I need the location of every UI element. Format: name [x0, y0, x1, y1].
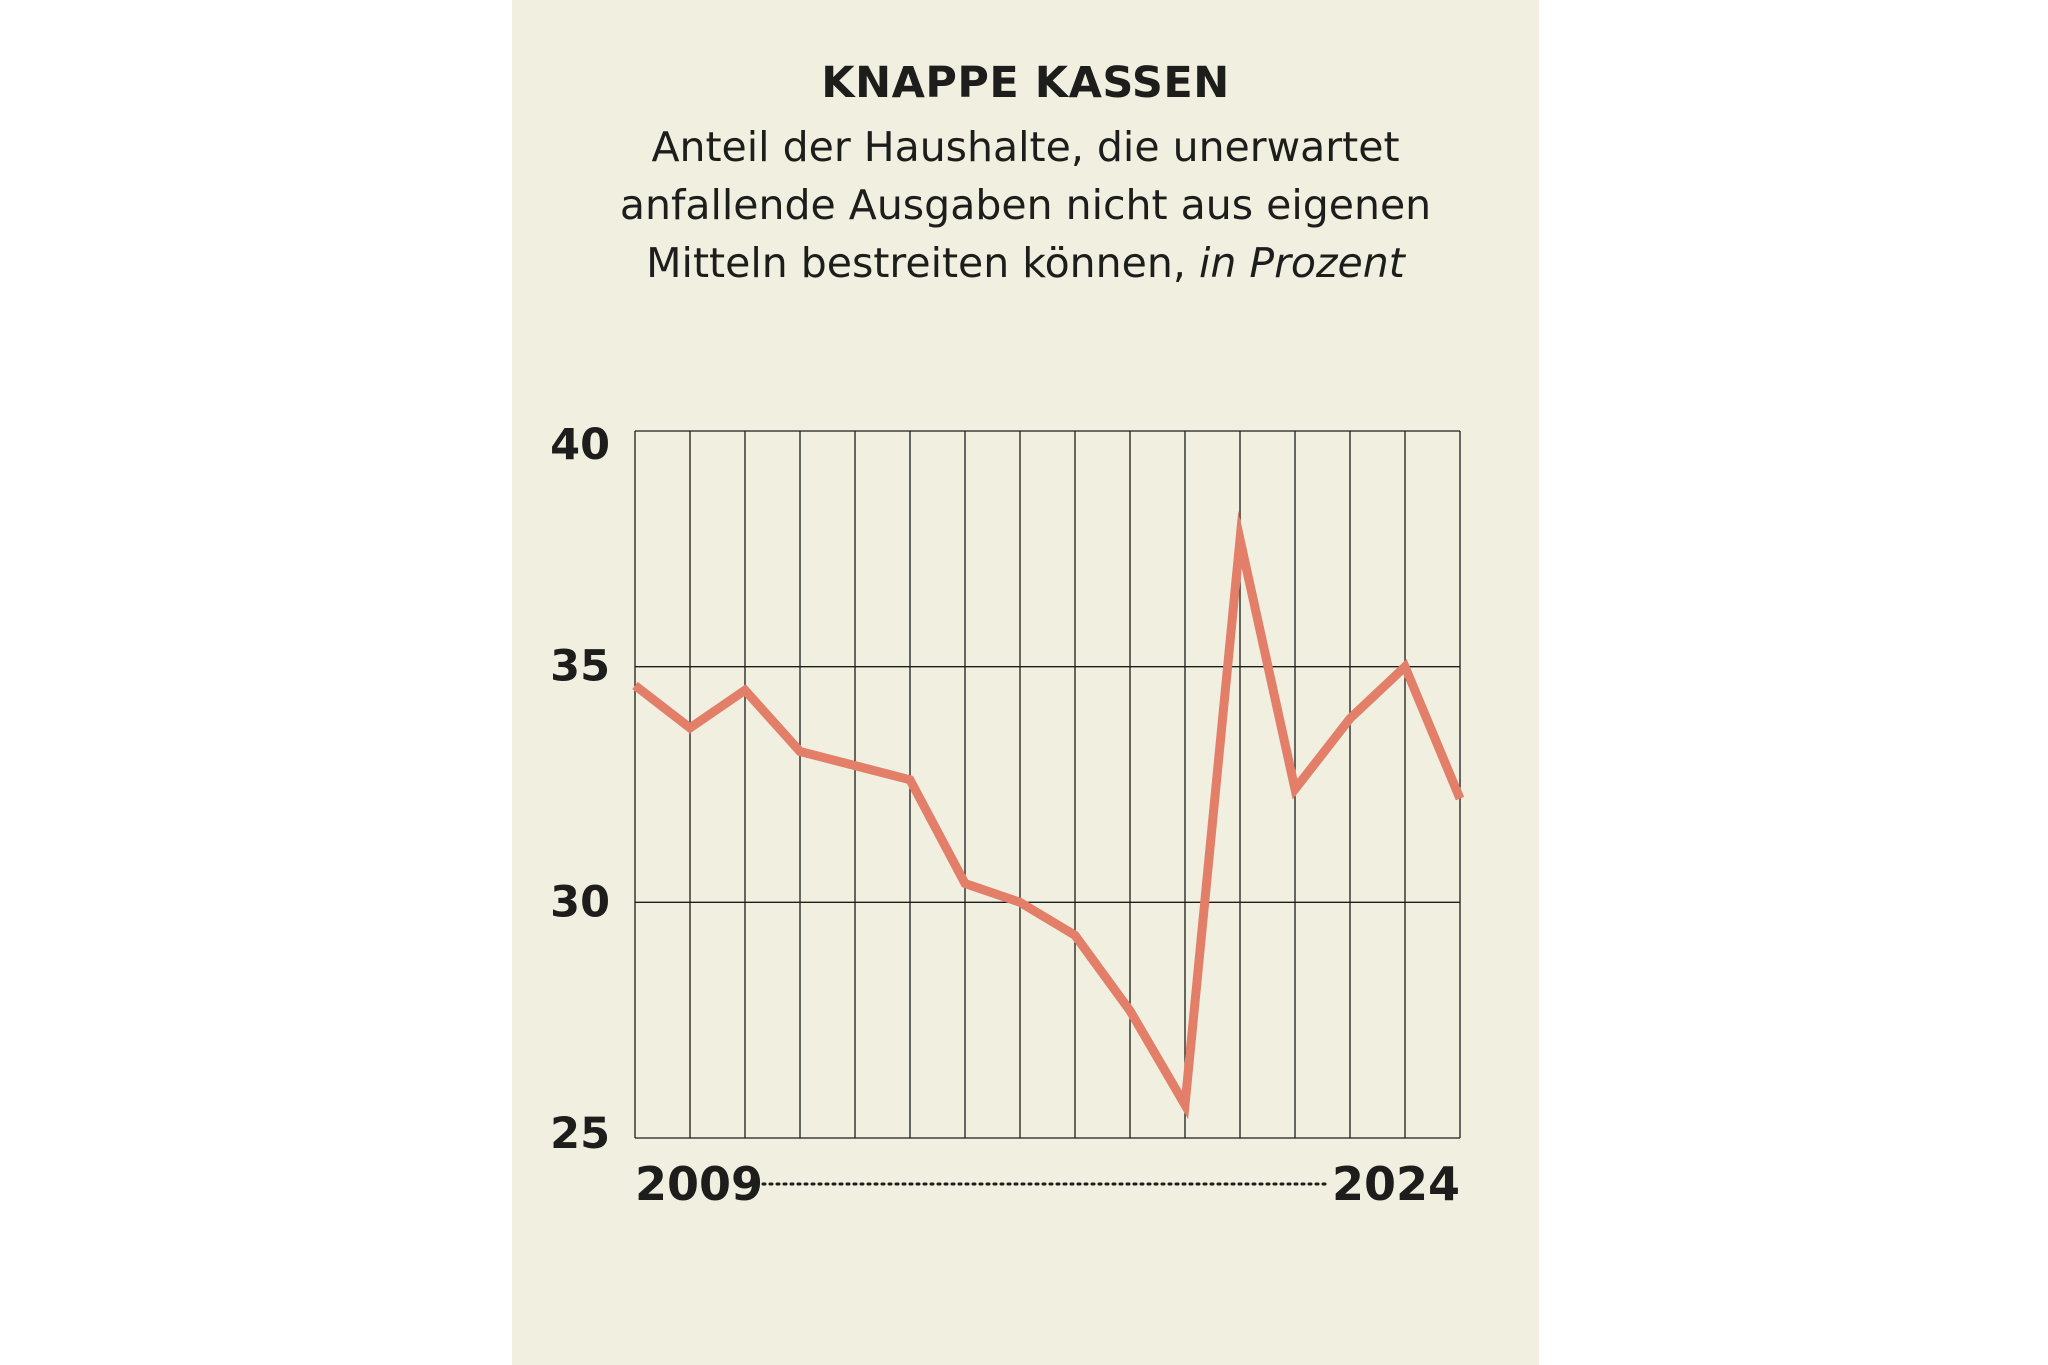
y-tick-label: 25 [550, 1109, 610, 1159]
y-tick-label: 40 [550, 420, 610, 470]
x-tick-label-start: 2009 [635, 1157, 763, 1211]
series-group [632, 510, 1465, 1120]
y-tick-label: 35 [550, 642, 610, 692]
x-axis-ticks: 2009 2024 [635, 1157, 1460, 1211]
chart-subtitle: Anteil der Haushalte, die unerwartet anf… [572, 118, 1479, 292]
y-tick-label: 30 [550, 877, 610, 927]
subtitle-text: Anteil der Haushalte, die unerwartet anf… [619, 123, 1432, 287]
chart-title: KNAPPE KASSEN [821, 58, 1230, 108]
subtitle-unit: in Prozent [1198, 239, 1405, 287]
x-tick-label-end: 2024 [1332, 1157, 1460, 1211]
chart-grid [634, 430, 1461, 1139]
y-axis-ticks: 25 30 35 40 [550, 420, 610, 1159]
series-line [632, 510, 1465, 1120]
